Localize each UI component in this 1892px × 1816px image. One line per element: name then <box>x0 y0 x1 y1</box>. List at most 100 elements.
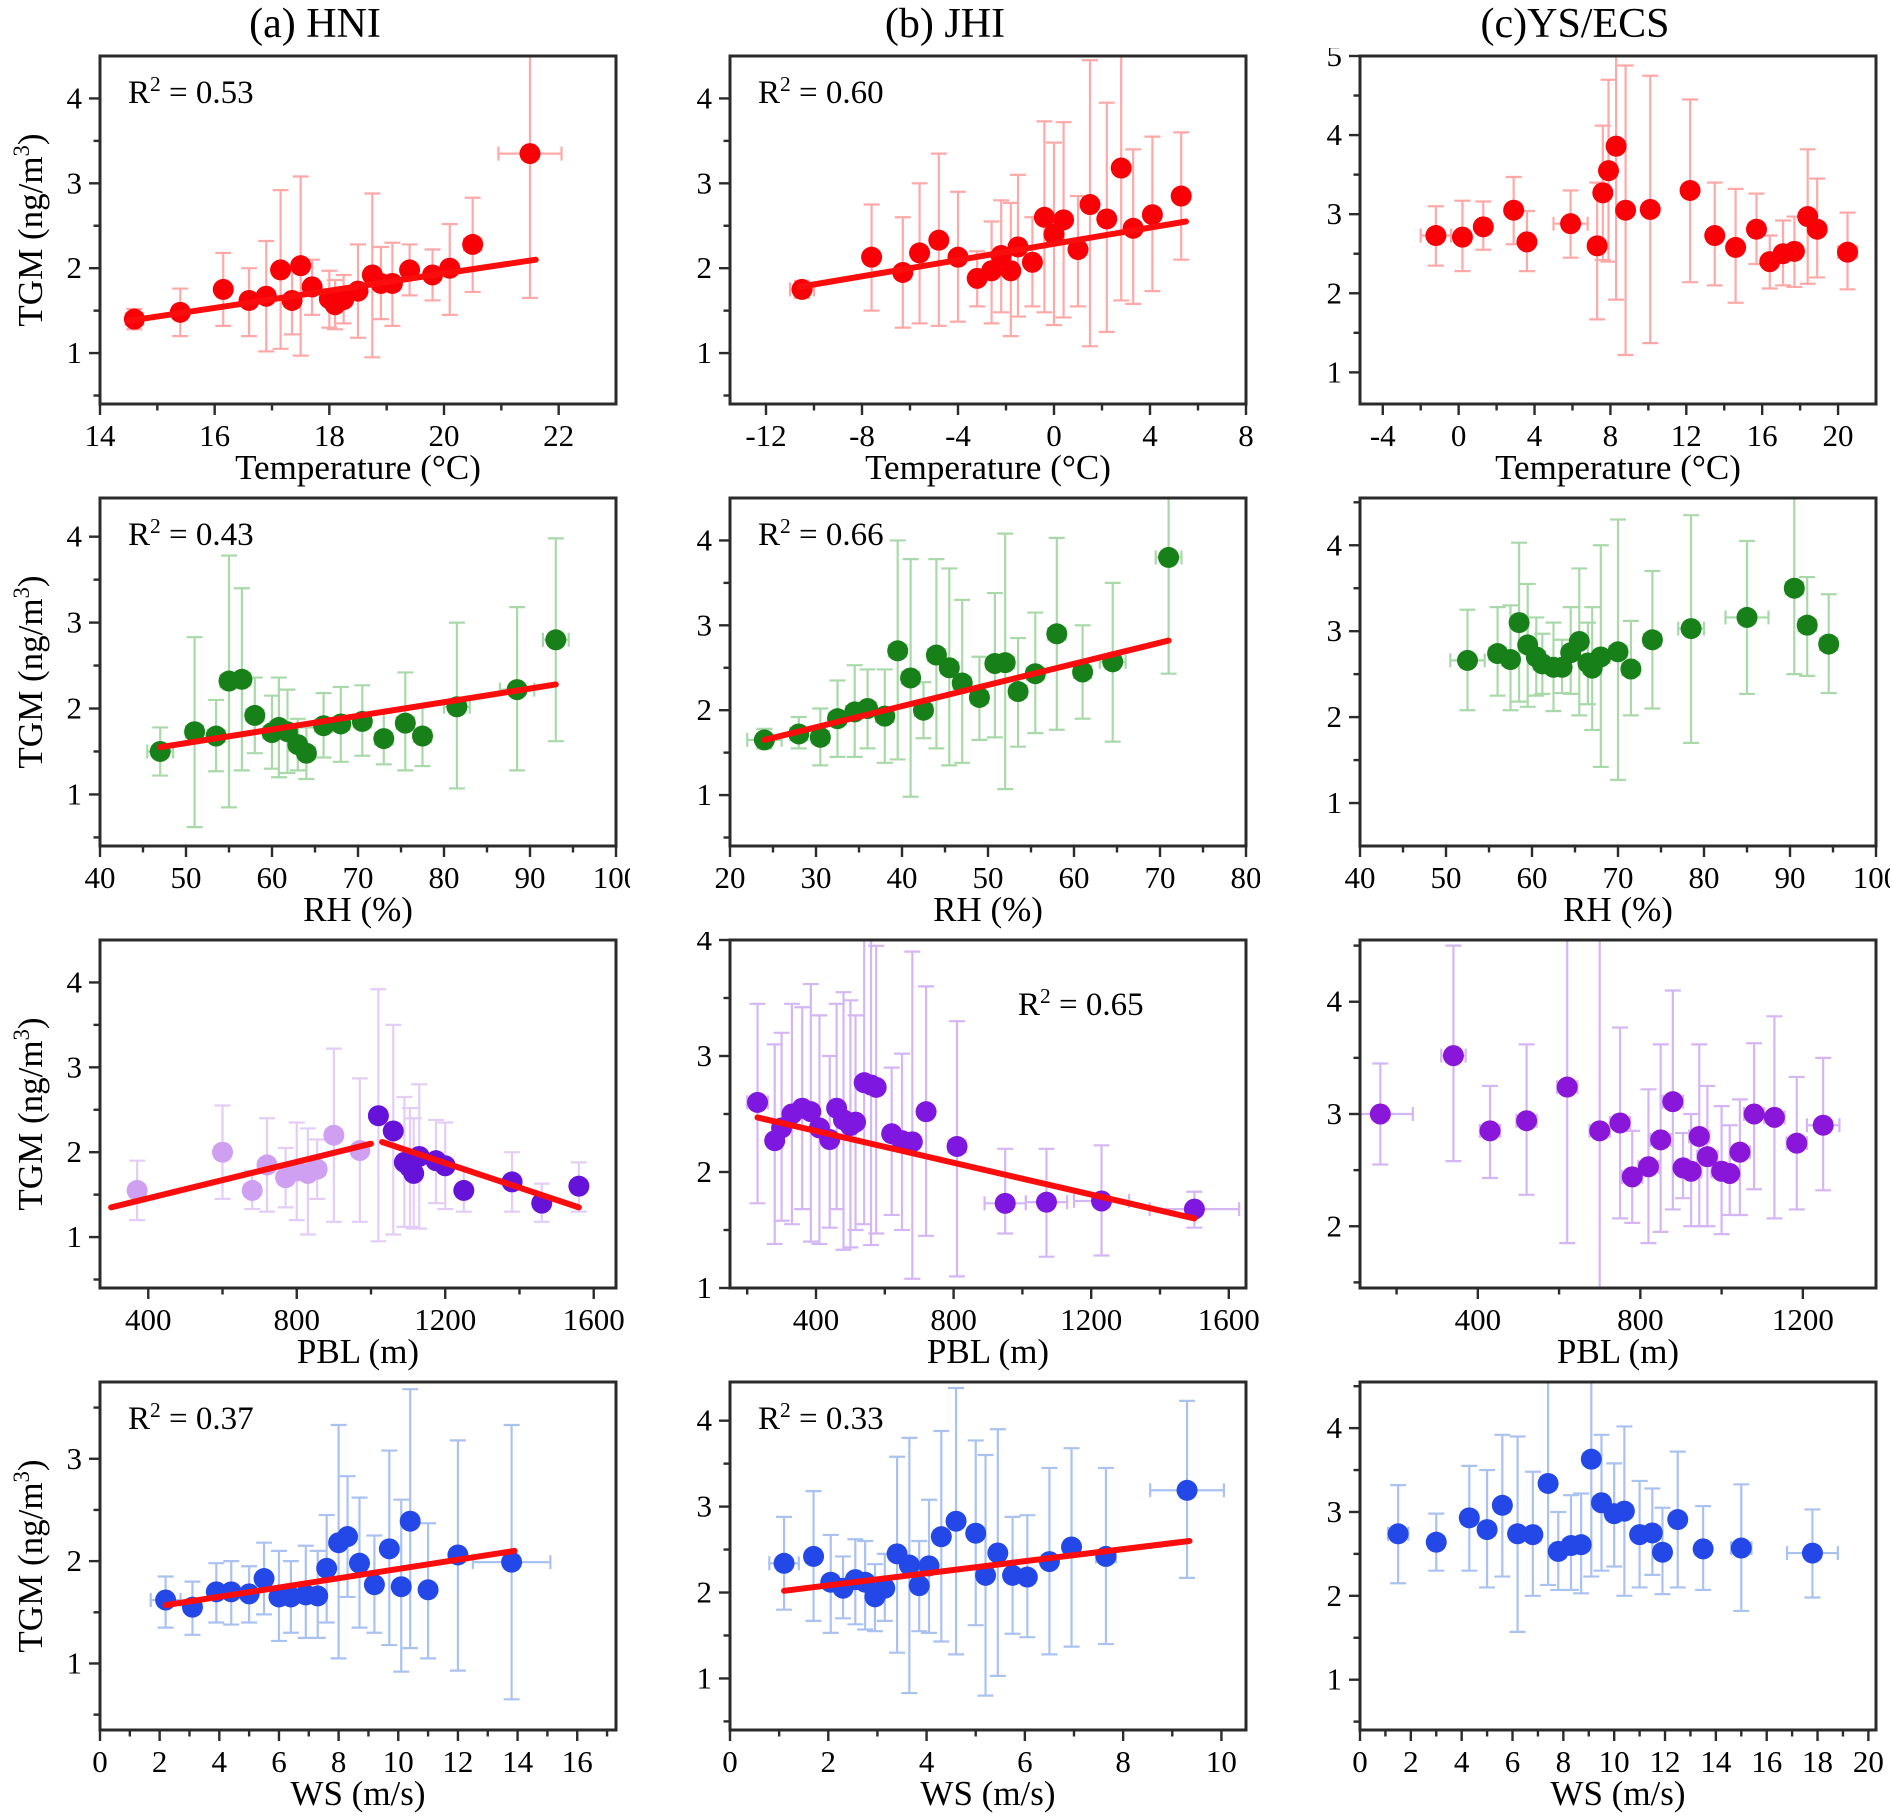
column-title-hni: (a) HNI <box>249 1 381 47</box>
svg-text:80: 80 <box>429 860 460 890</box>
r-squared-label: R2 = 0.37 <box>128 1398 254 1437</box>
svg-text:90: 90 <box>1775 860 1806 890</box>
svg-text:3: 3 <box>697 165 713 200</box>
svg-text:4: 4 <box>697 522 713 557</box>
svg-text:10: 10 <box>383 1744 414 1774</box>
svg-text:800: 800 <box>930 1302 977 1332</box>
svg-text:8: 8 <box>1238 418 1254 448</box>
svg-text:2: 2 <box>1327 275 1343 310</box>
svg-text:4: 4 <box>1327 527 1343 562</box>
svg-text:2: 2 <box>1327 1208 1343 1243</box>
svg-text:16: 16 <box>199 418 230 448</box>
svg-text:6: 6 <box>271 1744 287 1774</box>
figure-header: (a) HNI (b) JHI (c)YS/ECS <box>0 0 1892 48</box>
svg-text:20: 20 <box>1823 418 1854 448</box>
svg-text:80: 80 <box>1689 860 1720 890</box>
svg-text:400: 400 <box>793 1302 840 1332</box>
r-squared-label: R2 = 0.66 <box>758 514 884 553</box>
r-squared-label: R2 = 0.33 <box>758 1398 884 1437</box>
svg-text:3: 3 <box>67 1049 83 1084</box>
x-axis-title: Temperature (°C) <box>865 448 1111 487</box>
x-axis-title: PBL (m) <box>296 1332 420 1371</box>
x-axis-title: WS (m/s) <box>1550 1774 1686 1813</box>
panel-ysecs-temperature: -4 0 4 8 12 16 20 1 2 3 4 5 Temperature (°C) <box>1260 48 1890 490</box>
x-axis-title: PBL (m) <box>926 1332 1050 1371</box>
svg-text:2: 2 <box>821 1744 837 1774</box>
svg-text:3: 3 <box>1327 613 1343 648</box>
column-title-jhi: (b) JHI <box>884 1 1006 47</box>
svg-text:0: 0 <box>92 1744 108 1774</box>
svg-text:80: 80 <box>1231 860 1261 890</box>
svg-text:2: 2 <box>1327 1578 1343 1613</box>
svg-text:22: 22 <box>543 418 574 448</box>
svg-text:3: 3 <box>1327 1096 1343 1131</box>
svg-text:4: 4 <box>67 964 83 999</box>
panel-hni-ws: TGM (ng/m3) 0 2 4 6 8 10 12 14 16 1 2 3 R2 = 0.37 W… <box>0 1374 630 1816</box>
r-squared-label: R2 = 0.65 <box>1018 984 1144 1023</box>
svg-text:-4: -4 <box>945 418 971 448</box>
r-squared-label: R2 = 0.53 <box>128 72 254 111</box>
svg-text:4: 4 <box>697 1403 713 1438</box>
svg-text:70: 70 <box>1603 860 1634 890</box>
svg-text:6: 6 <box>1505 1744 1521 1774</box>
x-axis-title: RH (%) <box>1563 890 1673 929</box>
svg-text:4: 4 <box>67 80 83 115</box>
svg-text:2: 2 <box>697 250 713 285</box>
svg-text:60: 60 <box>1059 860 1090 890</box>
svg-text:4: 4 <box>1454 1744 1470 1774</box>
svg-text:3: 3 <box>1327 196 1343 231</box>
svg-text:1: 1 <box>1327 1662 1343 1697</box>
svg-text:14: 14 <box>502 1744 534 1774</box>
svg-text:1: 1 <box>67 1219 83 1254</box>
svg-text:6: 6 <box>1017 1744 1033 1774</box>
svg-text:3: 3 <box>697 1489 713 1524</box>
svg-text:4: 4 <box>1327 117 1343 152</box>
svg-text:8: 8 <box>1603 418 1619 448</box>
svg-text:16: 16 <box>1751 1744 1782 1774</box>
svg-text:2: 2 <box>697 1575 713 1610</box>
column-title-ysecs: (c)YS/ECS <box>1480 1 1670 47</box>
svg-text:4: 4 <box>212 1744 228 1774</box>
svg-text:2: 2 <box>1327 699 1343 734</box>
scatter-plot-jhi-rh: 20 30 40 50 60 70 80 1 2 3 4 <box>697 496 1261 890</box>
scatter-plot-ysecs-rh: 40 50 60 70 80 90 100 1 2 3 4 <box>1327 496 1890 890</box>
svg-text:2: 2 <box>67 691 83 726</box>
svg-text:4: 4 <box>919 1744 935 1774</box>
svg-text:40: 40 <box>887 860 918 890</box>
svg-text:4: 4 <box>697 80 713 115</box>
scatter-plot-hni-temperature: 14 16 18 20 22 1 2 3 4 <box>67 54 618 448</box>
svg-text:1: 1 <box>67 335 83 370</box>
svg-text:8: 8 <box>331 1744 347 1774</box>
svg-text:1: 1 <box>697 335 713 370</box>
x-axis-title: WS (m/s) <box>290 1774 426 1813</box>
panel-grid: TGM (ng/m3) 14 16 18 20 22 1 2 3 4 R2 = 0.53 Tem… <box>0 48 1892 1816</box>
svg-text:0: 0 <box>722 1744 738 1774</box>
svg-text:70: 70 <box>343 860 374 890</box>
svg-text:1: 1 <box>697 1270 713 1305</box>
scatter-plot-ysecs-pbl: 400 800 1200 2 3 4 <box>1327 938 1878 1332</box>
svg-text:100: 100 <box>593 860 630 890</box>
svg-text:-4: -4 <box>1370 418 1396 448</box>
svg-text:16: 16 <box>562 1744 593 1774</box>
svg-text:30: 30 <box>801 860 832 890</box>
x-axis-title: PBL (m) <box>1556 1332 1680 1371</box>
r-squared-label: R2 = 0.43 <box>128 514 254 553</box>
scatter-plot-hni-rh: 40 50 60 70 80 90 100 1 2 3 4 <box>67 496 630 890</box>
svg-text:800: 800 <box>1617 1302 1664 1332</box>
panel-ysecs-pbl: 400 800 1200 2 3 4 PBL (m) <box>1260 932 1890 1374</box>
svg-text:90: 90 <box>515 860 546 890</box>
svg-text:14: 14 <box>1700 1744 1732 1774</box>
svg-text:3: 3 <box>67 1441 83 1476</box>
svg-text:0: 0 <box>1046 418 1062 448</box>
svg-text:8: 8 <box>1115 1744 1131 1774</box>
x-axis-title: RH (%) <box>303 890 413 929</box>
svg-text:12: 12 <box>1650 1744 1681 1774</box>
svg-text:18: 18 <box>1802 1744 1833 1774</box>
svg-text:2: 2 <box>1403 1744 1419 1774</box>
svg-text:50: 50 <box>171 860 202 890</box>
x-axis-title: Temperature (°C) <box>235 448 481 487</box>
